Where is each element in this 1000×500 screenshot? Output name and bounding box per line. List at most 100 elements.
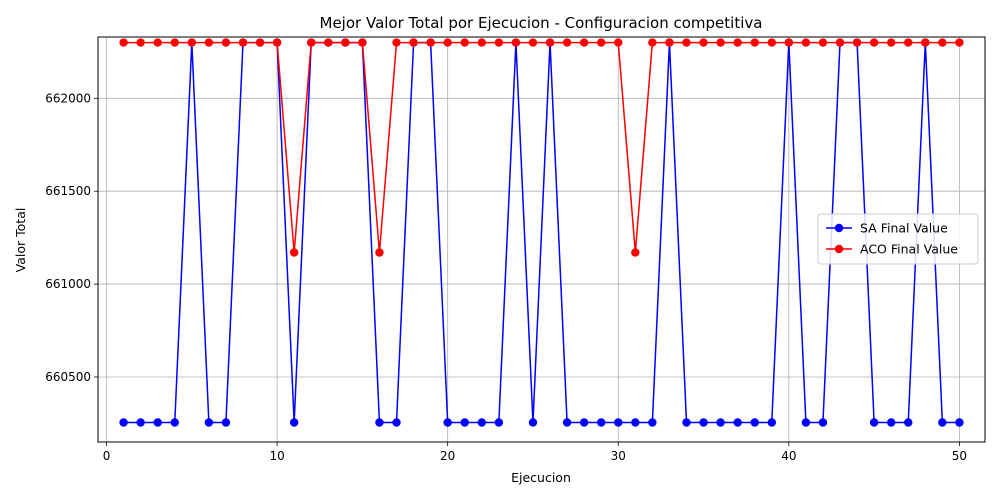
data-point [801,418,811,427]
data-point [648,38,657,47]
data-point [597,38,606,47]
plot-frame [97,36,986,443]
data-point [204,38,214,47]
series-aco [119,38,964,257]
data-point [170,38,179,47]
data-point [665,38,674,47]
data-point [477,38,486,47]
data-point [153,38,162,47]
data-point [631,418,640,427]
data-point [904,38,913,47]
data-point [153,418,162,427]
data-point [375,418,384,427]
data-point [801,38,811,47]
data-point [631,248,640,257]
legend: SA Final Value ACO Final Value [817,213,979,265]
data-point [733,418,742,427]
x-tick-label: 0 [103,449,111,463]
data-point [443,38,452,47]
data-point [579,38,589,47]
data-point [648,418,657,427]
data-point [204,418,214,427]
legend-item: SA Final Value [826,221,948,236]
data-point [562,418,572,427]
data-point [392,418,401,427]
data-point [750,38,759,47]
y-tick-label: 661000 [45,277,91,291]
data-point [324,38,333,47]
data-point [289,418,299,427]
data-point [119,418,128,427]
data-point [494,38,504,47]
data-point [358,38,367,47]
data-point [869,418,879,427]
data-point [835,38,845,47]
x-axis-label: Ejecucion [511,470,571,485]
y-axis-label: Valor Total [13,208,28,273]
legend-label: ACO Final Value [860,242,958,257]
x-tick-label: 40 [781,449,796,463]
data-point [136,418,145,427]
y-tick-label: 661500 [45,184,91,198]
data-point [289,248,299,257]
data-point [699,418,708,427]
data-point [955,418,964,427]
data-point [852,38,862,47]
legend-item: ACO Final Value [826,242,958,257]
data-point [341,38,350,47]
legend-label: SA Final Value [860,221,948,236]
data-point [733,38,742,47]
data-point [716,418,725,427]
data-point [170,418,179,427]
data-point [682,38,691,47]
data-point [460,418,469,427]
data-point [426,38,435,47]
x-tick-label: 10 [269,449,284,463]
data-point [221,418,231,427]
data-point [614,38,623,47]
data-point [886,38,896,47]
data-point [392,38,401,47]
data-point [460,38,469,47]
data-point [597,418,606,427]
y-tick-label: 660500 [45,370,91,384]
data-point [938,418,947,427]
series-layer [119,38,964,427]
y-tick-label: 662000 [45,91,91,105]
x-tick-label: 30 [611,449,626,463]
data-point [818,38,828,47]
data-point [767,38,776,47]
legend-marker [834,244,844,254]
data-point [818,418,828,427]
data-point [750,418,759,427]
data-point [938,38,947,47]
data-point [119,38,128,47]
data-point [187,38,197,47]
data-point [699,38,708,47]
data-point [562,38,572,47]
data-point [545,38,555,47]
legend-marker [834,223,844,233]
data-point [904,418,913,427]
data-point [255,38,265,47]
data-point [955,38,964,47]
data-point [921,38,930,47]
data-point [375,248,384,257]
data-point [784,38,794,47]
data-point [614,418,623,427]
data-point [238,38,248,47]
x-tick-label: 20 [440,449,455,463]
data-point [528,418,538,427]
x-tick-label: 50 [952,449,967,463]
data-point [716,38,725,47]
x-axis-ticks: 0 10 20 30 40 50 [103,442,967,463]
data-point [409,38,418,47]
data-point [869,38,879,47]
data-point [221,38,231,47]
data-point [528,38,538,47]
chart-title: Mejor Valor Total por Ejecucion - Config… [320,14,763,32]
data-point [477,418,486,427]
legend-box [817,213,979,265]
y-axis-ticks: 660500 661000 661500 662000 [45,91,98,384]
